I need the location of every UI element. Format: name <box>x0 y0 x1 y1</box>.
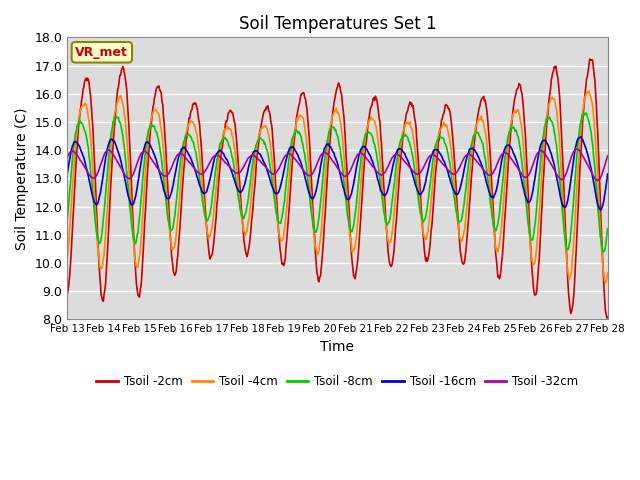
Tsoil -32cm <box>403 161 411 167</box>
Tsoil -4cm <box>419 227 427 232</box>
Tsoil -8cm <box>73 123 81 129</box>
Tsoil -32cm <box>129 172 136 178</box>
Tsoil -4cm <box>73 129 81 135</box>
Line: Tsoil -8cm: Tsoil -8cm <box>67 113 607 252</box>
Tsoil -32cm <box>573 146 580 152</box>
Tsoil -4cm <box>585 88 593 94</box>
Tsoil -4cm <box>602 280 610 286</box>
Tsoil -4cm <box>212 185 220 191</box>
Tsoil -4cm <box>129 228 136 234</box>
Tsoil -8cm <box>63 216 71 222</box>
Line: Tsoil -2cm: Tsoil -2cm <box>67 59 607 318</box>
Tsoil -2cm <box>419 228 427 234</box>
Tsoil -4cm <box>403 120 411 126</box>
Legend: Tsoil -2cm, Tsoil -4cm, Tsoil -8cm, Tsoil -16cm, Tsoil -32cm: Tsoil -2cm, Tsoil -4cm, Tsoil -8cm, Tsoi… <box>92 370 583 393</box>
Tsoil -4cm <box>604 270 611 276</box>
Line: Tsoil -16cm: Tsoil -16cm <box>67 137 607 210</box>
Tsoil -32cm <box>212 152 220 158</box>
Tsoil -32cm <box>594 178 602 183</box>
Tsoil -16cm <box>63 170 71 176</box>
Tsoil -8cm <box>129 231 136 237</box>
Tsoil -16cm <box>597 207 605 213</box>
Tsoil -2cm <box>603 315 611 321</box>
Tsoil -8cm <box>419 218 427 224</box>
Tsoil -16cm <box>73 140 81 145</box>
Tsoil -16cm <box>212 152 220 158</box>
Tsoil -8cm <box>212 164 220 170</box>
Tsoil -32cm <box>419 166 427 172</box>
Tsoil -2cm <box>212 215 220 220</box>
Tsoil -8cm <box>403 133 411 139</box>
Tsoil -2cm <box>129 211 136 216</box>
Tsoil -2cm <box>63 291 71 297</box>
Tsoil -16cm <box>419 188 427 194</box>
Line: Tsoil -4cm: Tsoil -4cm <box>67 91 607 283</box>
Tsoil -32cm <box>73 153 81 158</box>
Tsoil -4cm <box>184 125 191 131</box>
Tsoil -32cm <box>63 155 71 160</box>
Tsoil -8cm <box>580 110 588 116</box>
Tsoil -16cm <box>129 202 136 207</box>
Tsoil -32cm <box>604 153 611 159</box>
Tsoil -2cm <box>604 314 611 320</box>
Tsoil -16cm <box>604 171 611 177</box>
Tsoil -2cm <box>586 56 593 62</box>
Tsoil -2cm <box>73 145 81 151</box>
Y-axis label: Soil Temperature (C): Soil Temperature (C) <box>15 107 29 250</box>
Tsoil -16cm <box>403 156 411 162</box>
Tsoil -2cm <box>184 129 191 134</box>
X-axis label: Time: Time <box>321 340 355 354</box>
Line: Tsoil -32cm: Tsoil -32cm <box>67 149 607 180</box>
Tsoil -16cm <box>577 134 584 140</box>
Tsoil -32cm <box>184 157 191 163</box>
Tsoil -8cm <box>599 249 607 255</box>
Tsoil -16cm <box>184 149 191 155</box>
Tsoil -2cm <box>403 109 411 115</box>
Tsoil -8cm <box>604 226 611 231</box>
Tsoil -8cm <box>184 132 191 138</box>
Text: VR_met: VR_met <box>76 46 128 59</box>
Tsoil -4cm <box>63 254 71 260</box>
Title: Soil Temperatures Set 1: Soil Temperatures Set 1 <box>239 15 436 33</box>
